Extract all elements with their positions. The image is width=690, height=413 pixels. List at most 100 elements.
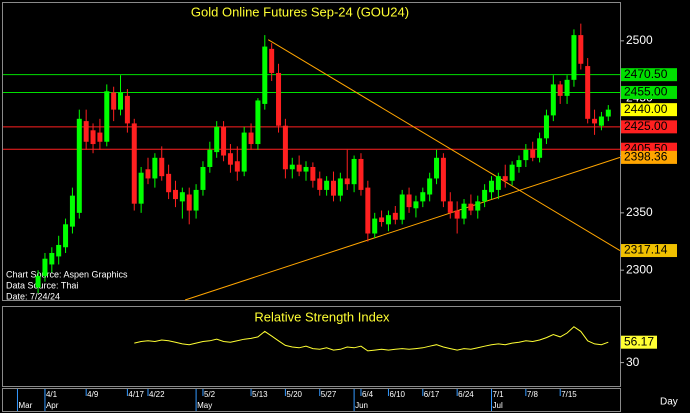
candle-body — [310, 166, 316, 181]
candle-body — [475, 201, 481, 211]
candle-body — [482, 189, 488, 202]
level-box — [621, 68, 677, 82]
x-tick-label: 6/17 — [424, 390, 440, 399]
rsi-line — [134, 326, 609, 352]
candle-body — [358, 158, 364, 190]
chart-title: Gold Online Futures Sep-24 (GOU24) — [191, 4, 409, 19]
candle-body — [241, 132, 247, 172]
candle-body — [605, 109, 611, 117]
rsi-title: Relative Strength Index — [254, 309, 390, 324]
x-tick-label: 5/20 — [286, 390, 302, 399]
candle-body — [516, 160, 522, 167]
candle-body — [35, 275, 41, 288]
candle-body — [76, 118, 82, 213]
candle-body — [468, 203, 474, 211]
candle-body — [413, 201, 419, 209]
candle-body — [598, 116, 604, 126]
candle-body — [166, 173, 172, 193]
x-axis-strip — [2, 388, 621, 412]
x-tick-label: 6/4 — [362, 390, 374, 399]
candle-body — [592, 118, 598, 124]
candle-body — [351, 158, 357, 185]
candle-body — [399, 194, 405, 220]
candle-body — [104, 91, 110, 142]
source-text: Date: 7/24/24 — [6, 291, 60, 301]
candle-body — [427, 178, 433, 195]
x-tick-label: 4/17 — [128, 390, 144, 399]
candle-body — [49, 252, 55, 265]
candle-body — [221, 126, 227, 156]
candle-body — [502, 176, 508, 181]
candle-body — [571, 35, 577, 80]
candle-body — [523, 149, 529, 161]
month-label: Mar — [18, 401, 32, 410]
candle-body — [118, 92, 124, 110]
y-tick-label: 2350 — [626, 205, 653, 219]
candle-body — [282, 125, 288, 170]
last-price-label: 2440.00 — [624, 102, 668, 116]
x-tick-label: 7/1 — [493, 390, 505, 399]
x-tick-label: 5/2 — [204, 390, 216, 399]
trendline-box — [621, 244, 677, 258]
candle-body — [193, 189, 199, 211]
candle-body — [234, 161, 240, 172]
trendline — [267, 39, 621, 251]
x-unit: Day — [660, 397, 678, 408]
candle-body — [447, 201, 453, 213]
candle-body — [330, 180, 336, 196]
candle-body — [255, 100, 261, 145]
candle-body — [557, 84, 563, 96]
price-panel — [2, 2, 621, 301]
month-label: May — [197, 401, 212, 410]
candle-body — [372, 218, 378, 234]
candle-body — [406, 194, 412, 208]
candle-body — [227, 153, 233, 165]
candle-body — [530, 149, 536, 158]
source-text: Data Source: Thai — [6, 280, 78, 290]
candle-body — [489, 180, 494, 193]
candle-body — [392, 212, 398, 220]
candle-body — [289, 164, 295, 170]
candle-body — [585, 66, 591, 119]
candle-body — [111, 92, 117, 110]
candle-body — [56, 244, 62, 257]
y-tick-label: 2300 — [626, 262, 653, 276]
x-tick-label: 6/24 — [458, 390, 474, 399]
x-tick-label: 4/9 — [87, 390, 99, 399]
x-tick-label: 7/15 — [561, 390, 577, 399]
candle-body — [337, 178, 343, 196]
candle-body — [578, 35, 584, 64]
candle-body — [434, 157, 440, 179]
candle-body — [69, 195, 75, 227]
candle-body — [262, 46, 268, 104]
rsi-panel — [2, 306, 621, 387]
candle-body — [564, 79, 570, 96]
candle-body — [440, 157, 446, 202]
candle-body — [296, 164, 302, 172]
x-tick-label: 6/10 — [389, 390, 405, 399]
trendline-label: 2317.14 — [624, 243, 668, 257]
candle-body — [63, 224, 69, 248]
candle-body — [207, 149, 213, 167]
candle-body — [179, 192, 185, 202]
candle-body — [550, 84, 556, 116]
candle-body — [537, 138, 543, 158]
candle-body — [344, 178, 350, 185]
last-price-box — [621, 103, 677, 117]
candle-body — [145, 169, 151, 179]
level-label: 2425.00 — [624, 119, 668, 133]
candle-body — [379, 217, 385, 223]
level-label: 2470.50 — [624, 67, 668, 81]
candle-body — [543, 115, 549, 139]
candle-body — [97, 132, 103, 142]
candle-body — [269, 48, 275, 73]
candle-body — [509, 164, 515, 181]
candle-body — [385, 215, 391, 225]
candle-body — [200, 166, 206, 190]
rsi-value-label: 56.17 — [624, 334, 654, 348]
candle-body — [317, 178, 323, 190]
level-box — [621, 85, 677, 99]
candle-body — [365, 187, 371, 234]
